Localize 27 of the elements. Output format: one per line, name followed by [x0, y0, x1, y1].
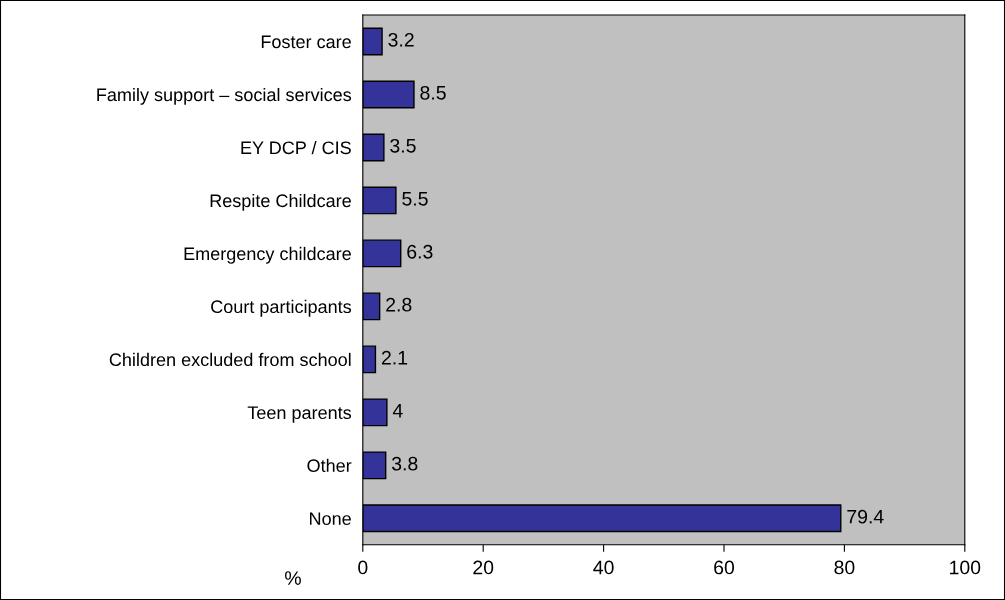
y-tick-label: Court participants — [211, 299, 352, 317]
x-axis-title: % — [285, 571, 301, 585]
data-label: 2.1 — [381, 350, 408, 365]
data-label: 6.3 — [407, 244, 433, 259]
data-label: 3.8 — [391, 456, 418, 471]
data-label: 3.2 — [388, 32, 414, 47]
y-tick-label: Foster care — [261, 35, 351, 49]
y-tick-label: Respite Childcare — [210, 193, 351, 211]
y-tick-label: Other — [307, 458, 352, 473]
x-tick-label: 20 — [473, 560, 494, 575]
y-tick-label: Emergency childcare — [184, 246, 351, 264]
data-label: 5.5 — [402, 192, 428, 206]
x-tick-label: 60 — [714, 560, 735, 575]
y-tick-label: Children excluded from school — [109, 352, 351, 367]
y-tick-label: None — [310, 512, 351, 526]
y-tick-label: Family support – social services — [97, 87, 352, 105]
y-tick-label: Teen parents — [247, 406, 352, 423]
x-tick-label: 80 — [834, 560, 855, 575]
data-label: 8.5 — [420, 85, 446, 100]
x-tick-label: 0 — [358, 560, 368, 575]
data-label: 4 — [392, 404, 403, 418]
x-tick-label: 100 — [950, 560, 981, 575]
x-tick-label: 40 — [593, 560, 614, 575]
data-label: 2.8 — [386, 297, 412, 312]
data-label: 3.5 — [390, 138, 416, 153]
data-label: 79.4 — [847, 509, 884, 524]
y-tick-label: EY DCP / CIS — [241, 140, 351, 155]
